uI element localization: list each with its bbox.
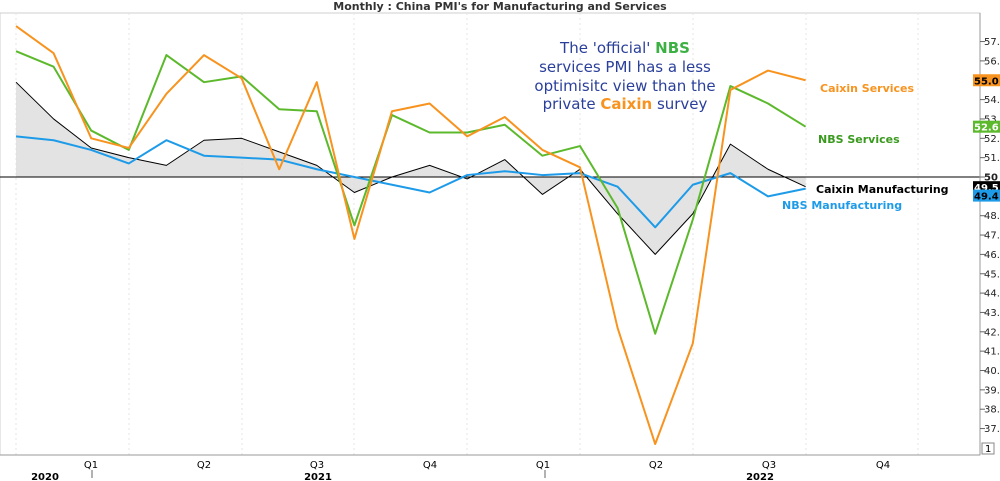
annotation-caixin: Caixin: [600, 95, 652, 113]
y-tick-label: 39.0: [984, 385, 1000, 396]
y-tick-label: 37.0: [984, 424, 1000, 435]
y-tick-label: 43.0: [984, 308, 1000, 319]
fill-area: [16, 82, 806, 255]
series-line-nbs-manufacturing: [15, 135, 806, 229]
y-tick-label: 38.0: [984, 405, 1000, 416]
last-value-text: 52.6: [974, 123, 999, 134]
last-value-badge: [973, 120, 1000, 133]
label-nbs-services: NBS Services: [818, 133, 900, 146]
svg-text:services PMI has a less: services PMI has a less: [539, 58, 711, 76]
last-value-text: 49.4: [974, 192, 999, 203]
last-value-badges: 55.0 52.6 49.549.4: [973, 74, 1000, 203]
caixin-manufacturing-fill: [16, 82, 806, 255]
x-axis: Q1 Q2 Q3 Q4 Q1 Q2 Q3 Q4 2020 2021 2022: [0, 454, 980, 481]
y-tick-label: 44.0: [984, 289, 1000, 300]
y-tick-label: 50: [984, 173, 998, 184]
label-nbs-manufacturing: NBS Manufacturing: [782, 199, 902, 212]
x-tick-quarter: Q4: [876, 460, 890, 471]
last-value-text: 55.0: [974, 76, 999, 87]
y-tick-label: 52.0: [984, 134, 1000, 145]
x-tick-year: 2022: [746, 472, 774, 481]
x-tick-year: 2021: [304, 472, 332, 481]
y-tick-label: 54.0: [984, 95, 1000, 106]
y-tick-label: 57.0: [984, 37, 1000, 48]
y-tick-label: 42.0: [984, 327, 1000, 338]
y-tick-label: 46.0: [984, 250, 1000, 261]
y-tick-label: 56.0: [984, 56, 1000, 67]
series-line-caixin-manufacturing: [15, 81, 806, 255]
corner-box[interactable]: [981, 442, 995, 455]
series-lines: [15, 25, 807, 446]
last-value-badge: [973, 189, 1000, 202]
x-tick-quarter: Q2: [197, 460, 211, 471]
series-line-nbs-services: [15, 50, 807, 335]
corner-label: 1: [985, 444, 991, 455]
x-tick-quarter: Q3: [310, 460, 324, 471]
y-tick-label: 53.0: [984, 114, 1000, 125]
svg-text:private Caixin survey: private Caixin survey: [543, 95, 708, 113]
y-tick-label: 51.0: [984, 153, 1000, 164]
y-tick-label: 47.0: [984, 231, 1000, 242]
annotation-text: The 'official' NBS services PMI has a le…: [534, 39, 715, 113]
last-value-badge: [973, 74, 1000, 87]
plot-area: [0, 12, 981, 456]
series-line-caixin-services: [15, 25, 806, 446]
y-tick-label: 48.0: [984, 211, 1000, 222]
x-tick-quarter: Q4: [423, 460, 437, 471]
label-caixin-manufacturing: Caixin Manufacturing: [816, 183, 949, 196]
x-tick-quarter: Q1: [84, 460, 98, 471]
chart-title: Monthly : China PMI's for Manufacturing …: [333, 0, 667, 13]
annotation-nbs: NBS: [655, 39, 690, 57]
x-tick-quarter: Q1: [536, 460, 550, 471]
x-tick-year: 2020: [31, 472, 59, 481]
y-tick-label: 40.0: [984, 366, 1000, 377]
last-value-text: 49.5: [974, 183, 999, 194]
x-tick-quarter: Q3: [762, 460, 776, 471]
y-tick-label: 41.0: [984, 347, 1000, 358]
x-tick-quarter: Q2: [649, 460, 663, 471]
svg-text:The 'official' NBS: The 'official' NBS: [559, 39, 690, 57]
svg-text:optimisitc view than the: optimisitc view than the: [534, 77, 715, 95]
y-tick-label: 45.0: [984, 269, 1000, 280]
label-caixin-services: Caixin Services: [820, 82, 915, 95]
